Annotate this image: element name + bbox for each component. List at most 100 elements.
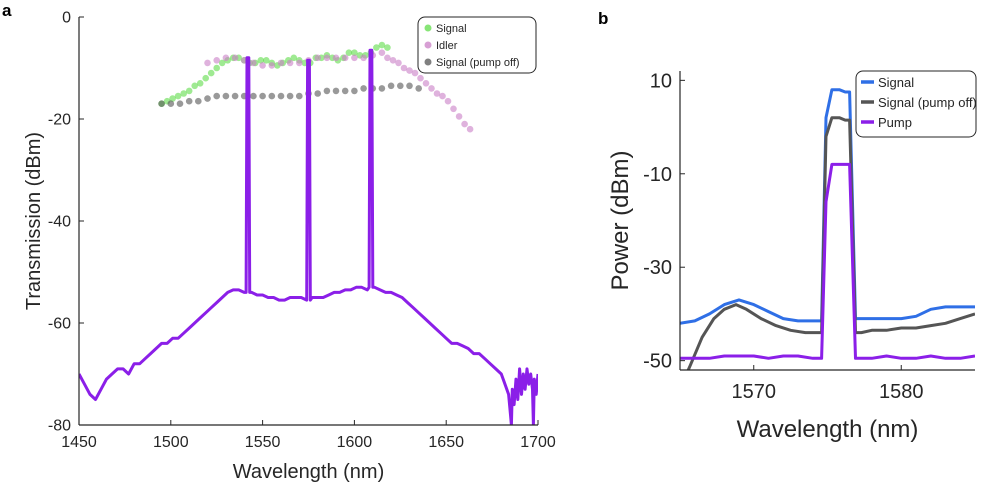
a-series-idler-point bbox=[450, 105, 457, 113]
a-legend-marker-idler bbox=[424, 41, 432, 49]
b-series-pump-line bbox=[680, 162, 975, 360]
panel-a-letter: a bbox=[2, 1, 12, 20]
a-series-signal-pump-off-point bbox=[397, 82, 404, 90]
a-series-signal-point bbox=[345, 49, 353, 56]
a-series-idler-point bbox=[395, 59, 402, 67]
a-series-signal-point bbox=[196, 80, 204, 87]
a-x-tick-label: 1700 bbox=[520, 434, 556, 451]
a-x-tick-label: 1650 bbox=[428, 434, 464, 451]
a-series-signal-point bbox=[218, 59, 226, 67]
a-series-idler-point bbox=[433, 90, 441, 97]
a-series-idler-point bbox=[406, 67, 413, 74]
a-series-trace-line bbox=[79, 48, 538, 425]
b-x-tick-label: 1570 bbox=[732, 381, 777, 403]
a-x-axis-label: Wavelength (nm) bbox=[233, 461, 385, 483]
a-series-signal-pump-off-point bbox=[406, 82, 413, 90]
b-y-tick-label: 10 bbox=[650, 70, 672, 92]
a-legend-label-signal-pump-off: Signal (pump off) bbox=[436, 57, 520, 69]
a-series-signal-point bbox=[290, 54, 298, 62]
a-y-tick-label: -40 bbox=[48, 214, 71, 231]
a-series-idler-point bbox=[286, 59, 294, 67]
a-series-idler-point bbox=[461, 120, 468, 128]
a-series-idler-point bbox=[428, 85, 435, 92]
b-legend-box bbox=[855, 70, 977, 138]
b-legend-label-signal: Signal bbox=[878, 75, 914, 90]
a-series-signal-point bbox=[191, 82, 198, 90]
a-series-signal-pump-off-point bbox=[314, 90, 322, 97]
a-series-idler-point bbox=[360, 54, 367, 62]
a-series-signal-pump-off-point bbox=[231, 92, 239, 100]
a-series-idler-point bbox=[400, 64, 408, 72]
b-y-tick-label: -10 bbox=[643, 164, 672, 186]
a-series-signal-pump-off-point bbox=[259, 92, 266, 100]
a-series-signal-point bbox=[263, 57, 270, 64]
a-series-idler-point bbox=[332, 54, 340, 62]
a-series-signal-point bbox=[213, 64, 220, 72]
a-series-signal-pump-off-point bbox=[415, 85, 423, 92]
a-series-idler-point bbox=[444, 97, 452, 105]
a-series-idler-point bbox=[466, 125, 474, 133]
a-series-signal-pump-off-points bbox=[158, 82, 423, 107]
a-series-idler-point bbox=[341, 54, 349, 62]
a-series-signal-point bbox=[373, 44, 380, 51]
a-series-idler-point bbox=[268, 62, 276, 69]
a-series-signal-pump-off-point bbox=[204, 95, 211, 102]
a-x-tick-label: 1450 bbox=[61, 434, 97, 451]
a-series-idler-point bbox=[422, 80, 430, 87]
a-legend-label-idler: Idler bbox=[436, 40, 458, 52]
a-series-signal-point bbox=[384, 44, 391, 51]
a-series-signal-point bbox=[207, 69, 215, 77]
a-series-idler-point bbox=[250, 59, 257, 67]
a-series-idler-point bbox=[439, 92, 446, 100]
a-x-tick-label: 1500 bbox=[153, 434, 189, 451]
b-y-tick-label: -30 bbox=[643, 257, 672, 279]
a-x-tick-label: 1600 bbox=[337, 434, 373, 451]
a-legend-marker-signal-pump-off bbox=[424, 58, 432, 66]
panel-a-chart: 1450 1500 1550 1600 1650 1700 0 -20 -40 -60 -80 Wav… bbox=[23, 10, 556, 483]
a-y-axis-label: Transmission (dBm) bbox=[23, 132, 45, 310]
panel-b-letter: b bbox=[598, 9, 608, 28]
a-legend-box bbox=[417, 16, 537, 74]
b-series-signal-pump-off-line bbox=[686, 116, 975, 370]
a-x-tick-label: 1550 bbox=[245, 434, 281, 451]
a-series-idler-point bbox=[351, 54, 358, 62]
a-y-tick-label: 0 bbox=[62, 10, 71, 27]
a-series-signal-point bbox=[202, 74, 209, 82]
a-series-signal-pump-off-point bbox=[378, 85, 386, 92]
a-series-signal-pump-off-point bbox=[360, 85, 367, 92]
a-series-signal-point bbox=[351, 49, 358, 56]
a-series-signal-pump-off-point bbox=[213, 92, 220, 100]
a-y-tick-label: -20 bbox=[48, 112, 71, 129]
a-series-signal-pump-off-point bbox=[176, 100, 184, 107]
a-series-signal-pump-off-point bbox=[351, 87, 358, 95]
a-series-idler-point bbox=[417, 74, 424, 82]
a-series-idler-point bbox=[231, 54, 239, 62]
a-series-signal-pump-off-point bbox=[323, 87, 331, 95]
a-series-signal-pump-off-point bbox=[268, 92, 276, 100]
a-series-idler-point bbox=[204, 59, 211, 67]
a-data-layer bbox=[79, 41, 538, 425]
a-series-signal-pump-off-point bbox=[341, 87, 349, 95]
a-series-signal-point bbox=[378, 41, 386, 49]
a-series-idler-point bbox=[378, 49, 386, 56]
b-data-layer bbox=[680, 88, 975, 370]
a-series-idler-point bbox=[296, 59, 303, 67]
b-legend-label-pump: Pump bbox=[878, 115, 912, 130]
a-series-signal-point bbox=[174, 92, 182, 100]
a-series-signal-point bbox=[169, 95, 176, 102]
b-x-tick-label: 1580 bbox=[879, 381, 924, 403]
a-series-idler-point bbox=[384, 54, 391, 62]
a-series-signal-pump-off-point bbox=[387, 82, 395, 90]
a-series-signal-point bbox=[257, 57, 265, 64]
a-series-idler-point bbox=[389, 57, 397, 64]
b-y-axis-label: Power (dBm) bbox=[607, 150, 634, 290]
a-legend-marker-signal bbox=[424, 24, 432, 32]
b-legend-label-signal-pump-off: Signal (pump off) bbox=[878, 95, 977, 110]
a-series-idler-point bbox=[314, 54, 322, 62]
b-series-signal-line bbox=[680, 88, 975, 325]
a-legend-label-signal: Signal bbox=[436, 23, 467, 35]
a-series-signal-pump-off-point bbox=[158, 100, 165, 107]
a-series-idler-point bbox=[455, 113, 463, 120]
panel-b-chart: 1570 1580 10 -10 -30 -50 Wavelength (nm) Power … bbox=[607, 70, 977, 443]
a-series-signal-pump-off-point bbox=[250, 92, 257, 100]
